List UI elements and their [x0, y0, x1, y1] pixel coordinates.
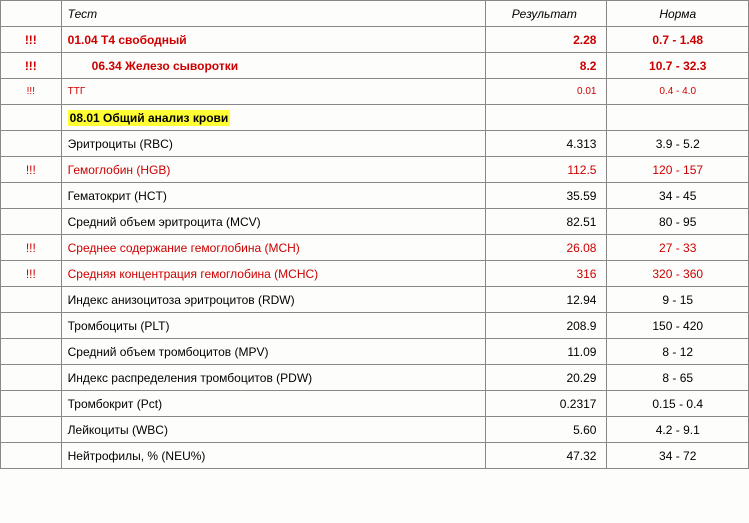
table-row: Нейтрофилы, % (NEU%)47.3234 - 72: [1, 443, 749, 469]
flag-cell: [1, 287, 62, 313]
test-name-cell: Гематокрит (HCT): [61, 183, 486, 209]
flag-cell: !!!: [1, 157, 62, 183]
section-header-row: 08.01 Общий анализ крови: [1, 105, 749, 131]
test-name-cell: Средняя концентрация гемоглобина (MCHC): [61, 261, 486, 287]
norm-cell: 4.2 - 9.1: [607, 417, 749, 443]
test-name-cell: Тромбокрит (Pct): [61, 391, 486, 417]
test-name-cell: ТТГ: [61, 79, 486, 105]
norm-cell: 8 - 12: [607, 339, 749, 365]
test-name-cell: Эритроциты (RBC): [61, 131, 486, 157]
result-cell: 47.32: [486, 443, 607, 469]
norm-cell: 34 - 45: [607, 183, 749, 209]
result-cell: 5.60: [486, 417, 607, 443]
norm-cell: 150 - 420: [607, 313, 749, 339]
table-row: Тромбокрит (Pct)0.23170.15 - 0.4: [1, 391, 749, 417]
result-cell: 8.2: [486, 53, 607, 79]
flag-cell: [1, 417, 62, 443]
flag-cell: [1, 339, 62, 365]
norm-cell: 34 - 72: [607, 443, 749, 469]
header-test: Тест: [61, 1, 486, 27]
norm-cell: 0.7 - 1.48: [607, 27, 749, 53]
flag-cell: [1, 209, 62, 235]
result-cell: 11.09: [486, 339, 607, 365]
norm-cell: [607, 105, 749, 131]
result-cell: 316: [486, 261, 607, 287]
test-name-cell: Лейкоциты (WBC): [61, 417, 486, 443]
test-name-cell: Индекс анизоцитоза эритроцитов (RDW): [61, 287, 486, 313]
norm-cell: 0.15 - 0.4: [607, 391, 749, 417]
result-cell: 20.29: [486, 365, 607, 391]
flag-cell: !!!: [1, 235, 62, 261]
norm-cell: 0.4 - 4.0: [607, 79, 749, 105]
table-row: Гематокрит (HCT)35.5934 - 45: [1, 183, 749, 209]
table-row: Лейкоциты (WBC)5.604.2 - 9.1: [1, 417, 749, 443]
flag-cell: !!!: [1, 261, 62, 287]
table-row: Средний объем тромбоцитов (MPV)11.098 - …: [1, 339, 749, 365]
test-name-cell: Среднее содержание гемоглобина (MCH): [61, 235, 486, 261]
section-title: 08.01 Общий анализ крови: [68, 110, 231, 126]
flag-cell: [1, 183, 62, 209]
table-row: !!!01.04 Т4 свободный2.280.7 - 1.48: [1, 27, 749, 53]
result-cell: [486, 105, 607, 131]
header-result: Результат: [486, 1, 607, 27]
table-row: Тромбоциты (PLT)208.9150 - 420: [1, 313, 749, 339]
result-cell: 12.94: [486, 287, 607, 313]
flag-cell: [1, 365, 62, 391]
header-norm: Норма: [607, 1, 749, 27]
test-name-cell: 01.04 Т4 свободный: [61, 27, 486, 53]
section-title-cell: 08.01 Общий анализ крови: [61, 105, 486, 131]
norm-cell: 27 - 33: [607, 235, 749, 261]
test-name-cell: Тромбоциты (PLT): [61, 313, 486, 339]
result-cell: 0.2317: [486, 391, 607, 417]
result-cell: 0.01: [486, 79, 607, 105]
table-row: !!!Гемоглобин (HGB)112.5120 - 157: [1, 157, 749, 183]
flag-cell: [1, 105, 62, 131]
test-name-cell: Индекс распределения тромбоцитов (PDW): [61, 365, 486, 391]
table-row: !!!Среднее содержание гемоглобина (MCH)2…: [1, 235, 749, 261]
flag-cell: !!!: [1, 53, 62, 79]
result-cell: 35.59: [486, 183, 607, 209]
test-name-cell: Нейтрофилы, % (NEU%): [61, 443, 486, 469]
lab-results-table: Тест Результат Норма !!!01.04 Т4 свободн…: [0, 0, 749, 469]
header-flag: [1, 1, 62, 27]
table-row: Средний объем эритроцита (MCV)82.5180 - …: [1, 209, 749, 235]
table-row: Индекс анизоцитоза эритроцитов (RDW)12.9…: [1, 287, 749, 313]
norm-cell: 8 - 65: [607, 365, 749, 391]
norm-cell: 3.9 - 5.2: [607, 131, 749, 157]
result-cell: 2.28: [486, 27, 607, 53]
norm-cell: 120 - 157: [607, 157, 749, 183]
table-row: !!!06.34 Железо сыворотки8.210.7 - 32.3: [1, 53, 749, 79]
flag-cell: [1, 443, 62, 469]
norm-cell: 80 - 95: [607, 209, 749, 235]
test-name-cell: Средний объем тромбоцитов (MPV): [61, 339, 486, 365]
table-row: Индекс распределения тромбоцитов (PDW)20…: [1, 365, 749, 391]
table-row: Эритроциты (RBC)4.3133.9 - 5.2: [1, 131, 749, 157]
table-row: !!!ТТГ0.010.4 - 4.0: [1, 79, 749, 105]
result-cell: 4.313: [486, 131, 607, 157]
test-name-cell: 06.34 Железо сыворотки: [61, 53, 486, 79]
flag-cell: !!!: [1, 79, 62, 105]
result-cell: 112.5: [486, 157, 607, 183]
flag-cell: [1, 391, 62, 417]
result-cell: 208.9: [486, 313, 607, 339]
norm-cell: 10.7 - 32.3: [607, 53, 749, 79]
norm-cell: 9 - 15: [607, 287, 749, 313]
table-row: !!!Средняя концентрация гемоглобина (MCH…: [1, 261, 749, 287]
header-row: Тест Результат Норма: [1, 1, 749, 27]
flag-cell: !!!: [1, 27, 62, 53]
flag-cell: [1, 131, 62, 157]
test-name-cell: Гемоглобин (HGB): [61, 157, 486, 183]
test-name-cell: Средний объем эритроцита (MCV): [61, 209, 486, 235]
norm-cell: 320 - 360: [607, 261, 749, 287]
result-cell: 26.08: [486, 235, 607, 261]
result-cell: 82.51: [486, 209, 607, 235]
flag-cell: [1, 313, 62, 339]
